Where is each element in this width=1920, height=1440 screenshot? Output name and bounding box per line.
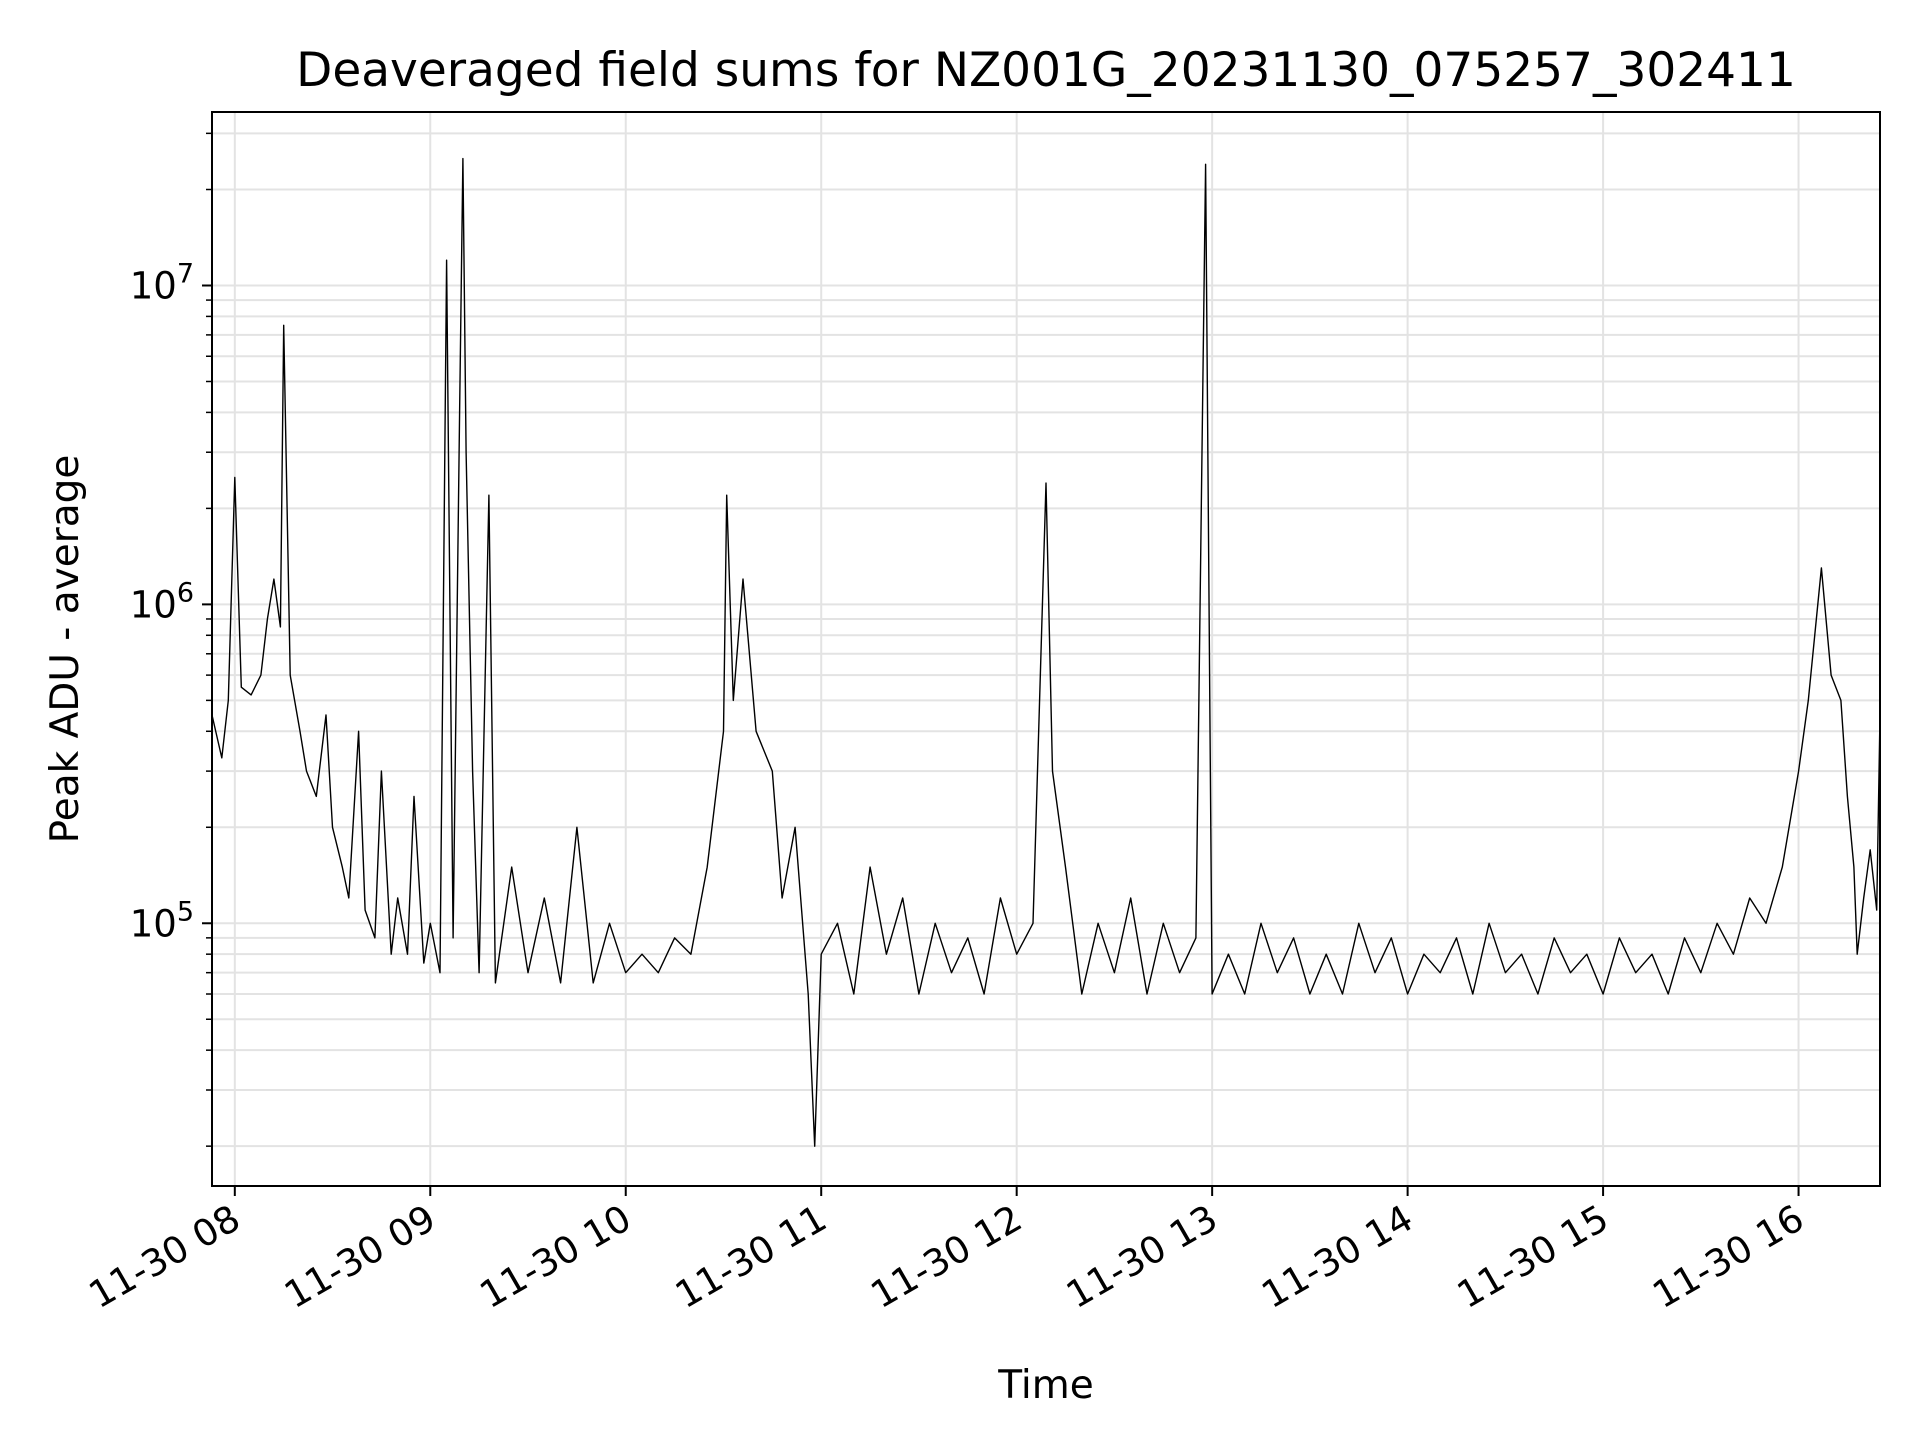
y-axis-label: Peak ADU - average [43, 455, 88, 844]
series-layer [211, 157, 1881, 1147]
plot-frame [211, 111, 1881, 1187]
y-tick-base: 10 [130, 264, 177, 307]
y-tick-exponent: 7 [177, 258, 194, 289]
series-line [211, 157, 1881, 1147]
y-tick-base: 10 [130, 902, 177, 945]
y-tick-label: 105 [130, 896, 194, 945]
y-tick-exponent: 5 [177, 896, 194, 927]
y-tick-label: 106 [130, 577, 194, 626]
y-tick-base: 10 [130, 583, 177, 626]
y-tick-exponent: 6 [177, 577, 194, 608]
x-axis-label: Time [997, 1363, 1093, 1408]
y-tick-label: 107 [130, 258, 194, 307]
chart-title: Deaveraged field sums for NZ001G_2023113… [296, 43, 1796, 98]
grid [212, 112, 1880, 1186]
